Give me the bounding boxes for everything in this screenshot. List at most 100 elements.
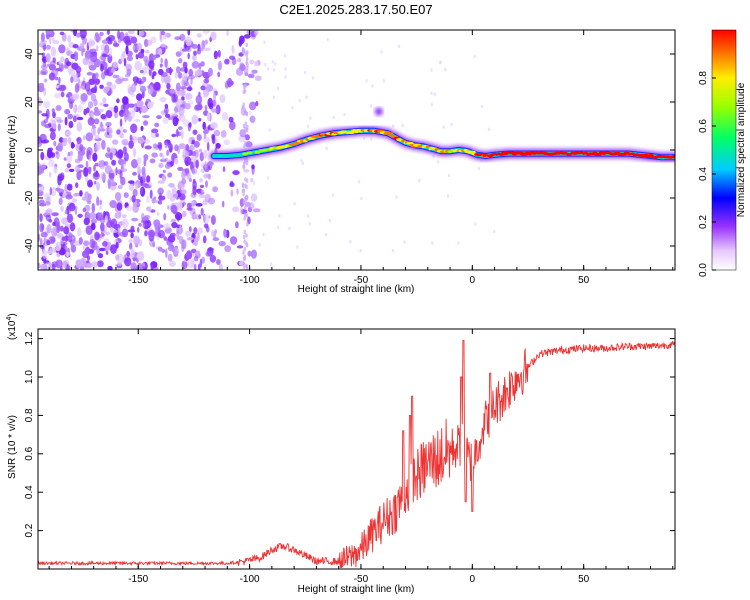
noise-speck xyxy=(221,112,229,121)
noise-speck xyxy=(65,251,70,257)
noise-speck xyxy=(442,125,445,129)
noise-speck xyxy=(193,237,198,247)
noise-speck xyxy=(239,64,246,71)
noise-speck xyxy=(179,225,182,234)
noise-speck xyxy=(79,143,84,152)
spectrogram-x-ticks: -150 -100 -50 0 50 xyxy=(48,30,674,286)
noise-speck xyxy=(198,194,206,199)
noise-speck xyxy=(93,164,96,172)
noise-speck xyxy=(199,258,203,268)
noise-speck xyxy=(197,227,203,234)
noise-speck xyxy=(80,93,88,102)
noise-speck xyxy=(190,156,198,161)
noise-speck xyxy=(178,143,186,150)
noise-speck xyxy=(121,139,129,146)
noise-speck xyxy=(116,169,122,174)
noise-speck xyxy=(247,73,255,79)
x-tick-label: 0 xyxy=(470,275,476,286)
colorbar-tick-label: 0.4 xyxy=(698,167,709,181)
noise-speck xyxy=(54,92,61,99)
noise-speck xyxy=(202,199,208,206)
noise-speck xyxy=(224,80,229,89)
noise-speck xyxy=(247,216,251,225)
noise-speck xyxy=(102,241,108,247)
noise-speck xyxy=(238,39,242,47)
noise-speck xyxy=(89,238,96,249)
noise-speck xyxy=(307,214,310,218)
noise-speck xyxy=(170,204,178,214)
noise-speck xyxy=(274,62,277,66)
noise-speck xyxy=(77,104,83,113)
noise-speck xyxy=(85,225,93,236)
ridge-blob xyxy=(262,148,269,152)
noise-speck xyxy=(117,149,124,159)
noise-speck xyxy=(156,115,162,120)
noise-speck xyxy=(444,67,447,72)
noise-speck xyxy=(202,30,210,35)
noise-speck xyxy=(105,250,109,255)
noise-speck xyxy=(65,131,72,136)
noise-speck xyxy=(186,207,193,211)
noise-speck xyxy=(202,129,209,134)
noise-speck xyxy=(109,181,117,191)
noise-speck xyxy=(140,48,145,54)
noise-speck xyxy=(66,153,73,164)
noise-speck xyxy=(143,153,149,162)
noise-speck xyxy=(236,188,239,195)
noise-speck xyxy=(38,165,43,174)
noise-speck xyxy=(257,91,261,95)
noise-speck xyxy=(213,231,217,240)
noise-speck xyxy=(187,30,191,36)
snr-series-line xyxy=(38,340,675,569)
noise-speck xyxy=(120,104,126,114)
noise-speck xyxy=(165,113,171,118)
noise-speck xyxy=(198,91,201,97)
noise-speck xyxy=(284,67,287,71)
noise-speck xyxy=(61,236,67,241)
noise-speck xyxy=(430,68,433,72)
noise-speck xyxy=(178,58,183,64)
noise-speck xyxy=(170,218,177,223)
noise-speck xyxy=(82,57,89,66)
noise-speck xyxy=(246,222,249,227)
noise-speck xyxy=(104,165,112,175)
noise-speck xyxy=(179,33,186,42)
y-tick-label: 0.4 xyxy=(24,485,35,499)
noise-speck xyxy=(191,139,195,145)
noise-speck xyxy=(181,178,187,185)
noise-speck xyxy=(365,79,368,83)
noise-speck xyxy=(167,245,176,252)
noise-speck xyxy=(222,166,226,173)
noise-speck xyxy=(110,218,118,229)
noise-speck xyxy=(148,53,155,63)
noise-speck xyxy=(198,118,202,122)
ridge-blob xyxy=(349,131,355,135)
noise-speck xyxy=(134,183,139,190)
noise-speck xyxy=(172,116,179,127)
noise-speck xyxy=(55,241,62,252)
noise-speck xyxy=(244,196,247,201)
noise-speck xyxy=(249,110,252,115)
noise-speck xyxy=(109,200,117,209)
noise-speck xyxy=(223,228,227,238)
noise-speck xyxy=(165,248,168,258)
y-tick-label: 0.2 xyxy=(24,523,35,537)
noise-speck xyxy=(182,210,187,218)
noise-speck xyxy=(192,178,196,184)
noise-speck xyxy=(53,140,57,147)
noise-speck xyxy=(243,205,247,211)
noise-speck xyxy=(187,52,190,60)
noise-speck xyxy=(89,48,97,53)
noise-speck xyxy=(137,51,145,59)
noise-speck xyxy=(206,141,210,152)
x-tick-label: -150 xyxy=(128,275,148,286)
noise-speck xyxy=(48,159,55,167)
noise-speck xyxy=(128,30,135,35)
noise-speck xyxy=(88,78,96,86)
noise-speck xyxy=(125,32,128,36)
noise-speck xyxy=(124,112,127,123)
noise-speck xyxy=(107,265,113,270)
noise-speck xyxy=(293,202,296,206)
noise-speck xyxy=(206,111,211,122)
noise-speck xyxy=(62,140,67,147)
